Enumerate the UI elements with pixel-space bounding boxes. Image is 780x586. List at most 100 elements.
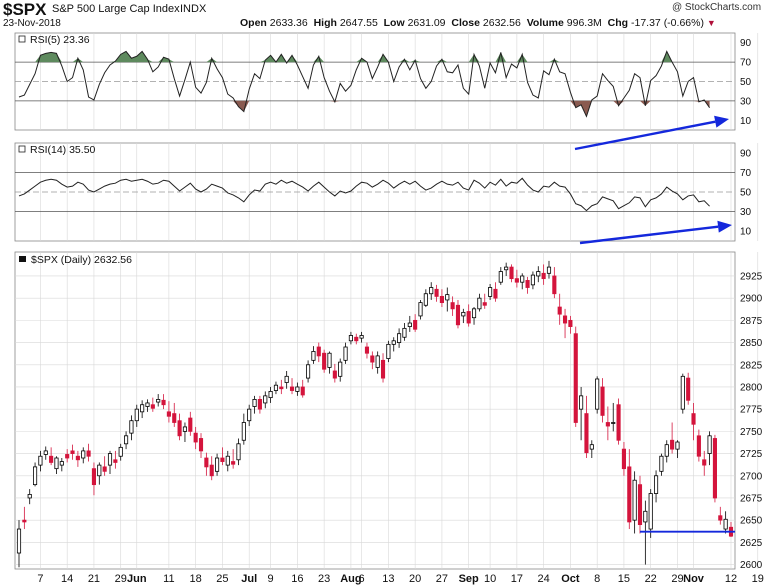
candle	[241, 413, 246, 445]
candle-body	[113, 459, 118, 463]
price-ytick-label: 2825	[740, 360, 763, 371]
candle-body	[86, 450, 91, 457]
price-legend-swatch	[19, 256, 26, 262]
x-tick-label: 24	[538, 573, 550, 585]
candle	[557, 293, 562, 325]
x-tick-label: 15	[618, 573, 630, 585]
x-tick-label: 18	[190, 573, 202, 585]
x-tick-label: 14	[61, 573, 73, 585]
candle	[525, 276, 530, 294]
x-tick-label: Oct	[561, 573, 580, 585]
candle-body	[209, 464, 214, 477]
arrow-shaft	[579, 225, 719, 245]
candle	[664, 440, 669, 463]
candle	[145, 399, 150, 412]
candle	[364, 342, 370, 359]
candle-body	[182, 426, 188, 432]
quote-volume-label: Volume	[526, 17, 564, 29]
candle	[450, 296, 455, 316]
candle-body	[504, 266, 509, 271]
candle-body	[380, 359, 386, 379]
candle	[343, 342, 348, 364]
quote-volume-value: 996.3M	[566, 17, 602, 29]
candle-body	[91, 468, 97, 486]
candle	[156, 394, 161, 407]
candle-body	[562, 315, 568, 324]
candle-body	[27, 494, 32, 499]
rsi14-ytick-label: 70	[740, 168, 752, 179]
candle-body	[134, 408, 139, 422]
candle-body	[391, 340, 396, 345]
x-tick-label: Aug	[340, 573, 361, 585]
candle	[268, 386, 273, 403]
candle-body	[718, 515, 723, 521]
candle	[22, 506, 27, 530]
candle-body	[702, 459, 707, 466]
candle-body	[466, 311, 471, 324]
candle-body	[306, 364, 311, 379]
candle-body	[696, 435, 701, 457]
candle-body	[434, 288, 439, 297]
candle	[712, 434, 717, 503]
candle	[568, 315, 573, 334]
candle	[455, 299, 461, 329]
candle	[589, 440, 594, 459]
candle	[579, 386, 584, 441]
candle	[140, 400, 145, 419]
candle	[413, 314, 418, 332]
candle-body	[177, 420, 182, 437]
x-tick-label: 17	[511, 573, 523, 585]
x-tick-label: Jul	[241, 573, 257, 585]
candle	[124, 431, 129, 450]
candle	[161, 394, 166, 410]
candle	[477, 293, 482, 312]
candle-body	[552, 275, 557, 295]
rsi14-ytick-label: 30	[740, 207, 752, 218]
candle-body	[482, 302, 487, 306]
candle-body	[140, 404, 145, 413]
candle	[257, 395, 262, 414]
x-tick-label: 22	[645, 573, 657, 585]
candle-body	[300, 386, 305, 396]
x-tick-label: 25	[216, 573, 228, 585]
candle	[552, 267, 557, 299]
rsi5-title: RSI(5) 23.36	[30, 34, 90, 46]
candle-body	[584, 413, 589, 454]
candle-body	[680, 375, 685, 410]
x-tick-label: Jun	[127, 573, 147, 585]
candle	[81, 447, 86, 464]
quote-high-label: High	[313, 17, 337, 29]
x-tick-label: 23	[318, 573, 330, 585]
company-name: S&P 500 Large Cap Index	[52, 3, 180, 15]
candle	[284, 370, 289, 389]
candle-body	[659, 455, 664, 472]
candle-body	[402, 327, 407, 338]
candle-body	[273, 384, 279, 391]
candle	[332, 363, 337, 383]
quote-open-label: Open	[240, 17, 267, 29]
arrow-head	[717, 220, 732, 233]
watermark[interactable]: @ StockCharts.com	[672, 2, 762, 13]
candle	[54, 456, 59, 474]
rsi5-ytick-label: 10	[740, 116, 752, 127]
candle	[289, 378, 295, 395]
candle-body	[579, 395, 584, 410]
candle	[439, 289, 444, 308]
candle	[348, 331, 353, 345]
price-ytick-label: 2625	[740, 538, 763, 549]
candle	[386, 340, 391, 363]
price-ytick-label: 2650	[740, 516, 763, 527]
candle	[59, 458, 64, 472]
candle-body	[375, 355, 380, 368]
candle	[150, 397, 155, 412]
candle-body	[611, 422, 616, 424]
candle	[702, 450, 707, 476]
candle	[295, 382, 300, 396]
candle-body	[322, 352, 327, 370]
candle-body	[621, 448, 626, 470]
candle	[514, 269, 519, 288]
rsi14-ytick-label: 50	[740, 188, 752, 199]
symbol[interactable]: $SPX	[3, 0, 47, 19]
candle	[86, 443, 91, 462]
